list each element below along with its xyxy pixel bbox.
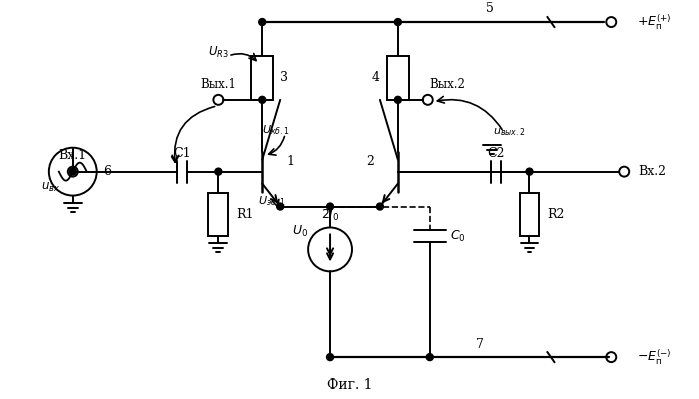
Text: $u_{вых.2}$: $u_{вых.2}$ xyxy=(493,126,526,138)
Circle shape xyxy=(69,168,76,175)
Circle shape xyxy=(259,19,266,26)
Text: Вых.1: Вых.1 xyxy=(201,78,236,91)
Text: $U_{R3}$: $U_{R3}$ xyxy=(208,44,229,59)
Bar xyxy=(387,56,409,100)
Text: $2I_0$: $2I_0$ xyxy=(321,208,340,223)
Text: C2: C2 xyxy=(487,147,505,160)
Text: $U_{кб.1}$: $U_{кб.1}$ xyxy=(262,123,290,136)
Circle shape xyxy=(277,203,284,210)
Text: 5: 5 xyxy=(486,2,493,15)
Text: $C_0$: $C_0$ xyxy=(450,229,466,244)
Text: Вх.1: Вх.1 xyxy=(59,149,87,162)
Text: $U_{эб.1}$: $U_{эб.1}$ xyxy=(259,195,286,208)
Text: $-E_{\rm п}^{(-)}$: $-E_{\rm п}^{(-)}$ xyxy=(637,348,672,367)
Bar xyxy=(208,193,229,237)
Text: $U_0$: $U_0$ xyxy=(292,224,308,239)
Circle shape xyxy=(326,203,333,210)
Text: 1: 1 xyxy=(286,155,294,168)
Bar xyxy=(251,56,273,100)
Text: R1: R1 xyxy=(236,208,254,221)
Circle shape xyxy=(326,354,333,361)
Circle shape xyxy=(259,96,266,103)
Text: C1: C1 xyxy=(173,147,192,160)
Text: 2: 2 xyxy=(366,155,374,168)
Text: $+E_{\rm п}^{(+)}$: $+E_{\rm п}^{(+)}$ xyxy=(637,12,672,32)
Circle shape xyxy=(526,168,533,175)
Text: R2: R2 xyxy=(547,208,565,221)
Text: Вых.2: Вых.2 xyxy=(430,78,466,91)
Bar xyxy=(519,193,540,237)
Circle shape xyxy=(394,96,401,103)
Circle shape xyxy=(377,203,384,210)
Circle shape xyxy=(394,19,401,26)
Text: Фиг. 1: Фиг. 1 xyxy=(327,378,373,392)
Text: $u_{вх}$: $u_{вх}$ xyxy=(41,181,60,194)
Text: Вх.2: Вх.2 xyxy=(638,165,666,178)
Text: 3: 3 xyxy=(280,71,288,85)
Text: 4: 4 xyxy=(372,71,380,85)
Circle shape xyxy=(215,168,222,175)
Text: 7: 7 xyxy=(476,338,484,351)
Circle shape xyxy=(426,354,433,361)
Text: 6: 6 xyxy=(103,165,110,178)
